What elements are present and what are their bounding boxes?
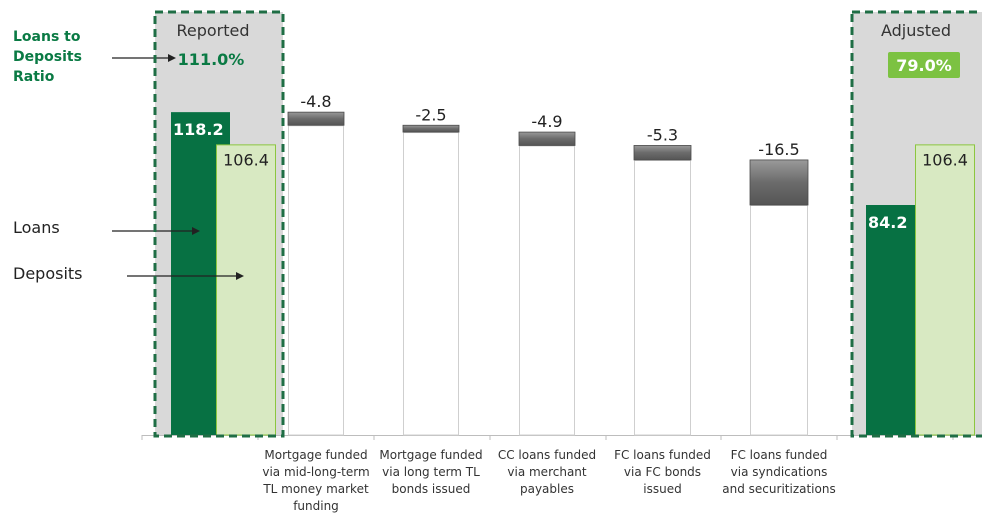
category-label-line: Mortgage funded	[264, 448, 367, 462]
category-label-line: funding	[293, 499, 339, 513]
ratio-value-adjusted: 79.0%	[896, 56, 952, 75]
waterfall-base-bar	[634, 159, 691, 436]
waterfall-base-bar	[403, 132, 459, 436]
category-label-line: TL money market	[262, 482, 369, 496]
group-dashed-frame	[153, 10, 285, 438]
waterfall-base-bar	[519, 145, 575, 436]
loans-value-label: 84.2	[868, 213, 907, 232]
decrement-value-label: -4.9	[531, 112, 562, 131]
category-label-line: via mid-long-term	[262, 465, 369, 479]
ratio-title-line: Loans to	[13, 29, 81, 45]
category-label-line: FC loans funded	[731, 448, 828, 462]
waterfall-base-bar	[288, 125, 344, 436]
deposits-value-label: 106.4	[922, 150, 968, 169]
category-label-line: via merchant	[507, 465, 587, 479]
loans-value-label: 118.2	[173, 120, 224, 139]
decrement-bar	[749, 159, 809, 206]
ratio-title: Loans to Deposits Ratio	[13, 27, 93, 87]
decrement-bar	[287, 111, 345, 126]
decrement-bar	[402, 124, 460, 133]
category-label-line: CC loans funded	[498, 448, 596, 462]
category-label-line: and securitizations	[722, 482, 835, 496]
category-label-line: payables	[520, 482, 574, 496]
deposits-bar	[216, 144, 276, 436]
ratio-arrow-head	[168, 54, 176, 62]
category-label-line: Mortgage funded	[379, 448, 482, 462]
deposits-arrow-head	[236, 272, 244, 280]
category-label-line: via FC bonds	[624, 465, 701, 479]
ratio-title-line: Deposits	[13, 49, 82, 65]
category-label-line: issued	[643, 482, 681, 496]
category-label-line: bonds issued	[392, 482, 471, 496]
ratio-title-line: Ratio	[13, 69, 55, 85]
deposits-label: Deposits	[13, 264, 83, 283]
category-label-line: via long term TL	[382, 465, 480, 479]
category-label-line: FC loans funded	[614, 448, 711, 462]
ratio-value-reported: 111.0%	[178, 50, 245, 69]
category-label-line: via syndications	[731, 465, 828, 479]
decrement-value-label: -2.5	[415, 105, 446, 124]
loans-arrow-head	[192, 227, 200, 235]
decrement-value-label: -16.5	[758, 140, 799, 159]
waterfall-base-bar	[750, 205, 808, 436]
group-title: Reported	[176, 21, 249, 40]
decrement-bar	[518, 131, 576, 146]
deposits-bar	[915, 144, 975, 436]
group-title: Adjusted	[881, 21, 951, 40]
loans-label: Loans	[13, 218, 60, 237]
group-dashed-frame	[850, 10, 982, 438]
ratio-badge-adjusted	[888, 52, 960, 78]
decrement-value-label: -5.3	[647, 125, 678, 144]
decrement-value-label: -4.8	[300, 92, 331, 111]
decrement-bar	[633, 145, 692, 161]
deposits-value-label: 106.4	[223, 150, 269, 169]
